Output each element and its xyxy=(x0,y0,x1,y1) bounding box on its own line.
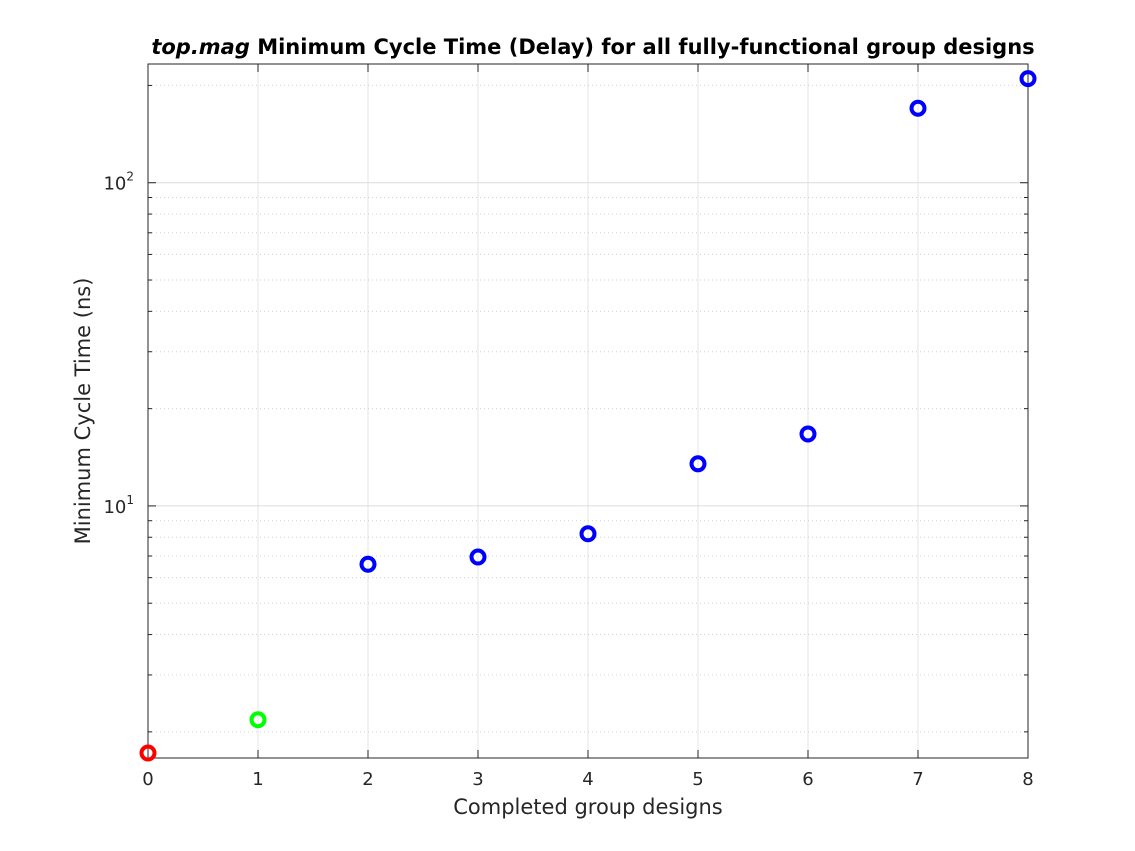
y-tick-label: 101 xyxy=(103,493,134,518)
data-point-1 xyxy=(249,711,267,729)
x-axis-label: Completed group designs xyxy=(453,795,722,819)
x-tick-label: 5 xyxy=(692,769,703,790)
x-tick-label: 1 xyxy=(252,769,263,790)
tick-labels: 0 1 2 3 4 5 6 7 8 101 102 xyxy=(103,170,1033,790)
data-point-5 xyxy=(689,455,707,473)
x-tick-label: 6 xyxy=(802,769,813,790)
x-tick-label: 7 xyxy=(912,769,923,790)
x-tick-label: 4 xyxy=(582,769,593,790)
data-point-8 xyxy=(1019,70,1037,88)
grid xyxy=(147,64,1029,758)
x-tick-label: 0 xyxy=(142,769,153,790)
x-tick-label: 2 xyxy=(362,769,373,790)
x-tick-label: 3 xyxy=(472,769,483,790)
data-point-4 xyxy=(579,525,597,543)
axes xyxy=(147,63,1029,759)
y-tick-label: 102 xyxy=(103,170,134,195)
chart-title-italic: top.mag xyxy=(151,35,250,59)
data-point-0 xyxy=(139,744,157,762)
chart-title-main: Minimum Cycle Time (Delay) for all fully… xyxy=(250,35,1035,59)
data-point-6 xyxy=(799,425,817,443)
axes-box xyxy=(147,63,1029,759)
data-point-2 xyxy=(359,555,377,573)
y-axis-label: Minimum Cycle Time (ns) xyxy=(71,278,95,545)
data-point-7 xyxy=(909,99,927,117)
chart-title: top.mag Minimum Cycle Time (Delay) for a… xyxy=(151,35,1034,59)
data-point-3 xyxy=(469,548,487,566)
data-points xyxy=(139,70,1037,762)
x-tick-label: 8 xyxy=(1022,769,1033,790)
